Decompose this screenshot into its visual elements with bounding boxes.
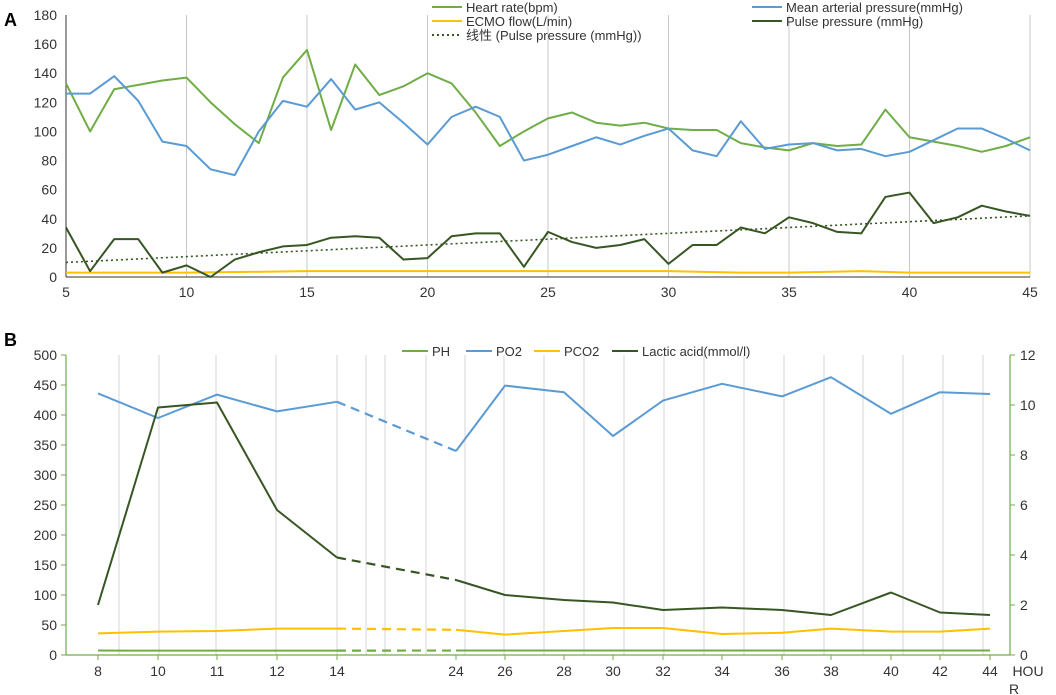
panel-b-chart: 0501001502002503003504004505000246810128… [34, 344, 1044, 695]
x-tick-label-b-30: 30 [605, 663, 621, 679]
x-tick-label-b-38: 38 [823, 663, 839, 679]
left-y-tick-label-100: 100 [34, 587, 58, 603]
x-tick-label-20: 20 [420, 284, 436, 300]
y-tick-label-20: 20 [41, 240, 57, 256]
y-tick-label-180: 180 [34, 7, 58, 23]
left-y-tick-label-400: 400 [34, 407, 58, 423]
pulse-pressure-trendline [65, 215, 1031, 264]
right-y-tick-label-12: 12 [1020, 347, 1036, 363]
legend-pulse-pressure-trend-label: 线性 (Pulse pressure (mmHg)) [466, 28, 642, 43]
y-tick-label-160: 160 [34, 36, 58, 52]
panel-a-chart: 5 10 15 20 25 30 35 40 45 0 20 40 60 80 100 120 140 160 18… [34, 0, 1038, 300]
series-line-ecmo-flow-l-min [66, 270, 1030, 274]
x-tick-label-45: 45 [1022, 284, 1038, 300]
panel-b-legend: PH PO2 PCO2 Lactic acid(mmol/l) [402, 344, 750, 359]
left-y-tick-label-200: 200 [34, 527, 58, 543]
x-tick-label-35: 35 [781, 284, 797, 300]
x-tick-label-b-14: 14 [329, 663, 345, 679]
x-tick-label-b-32: 32 [655, 663, 671, 679]
x-tick-label-30: 30 [661, 284, 677, 300]
x-tick-label-b-42: 42 [932, 663, 948, 679]
x-tick-label-b-24: 24 [448, 663, 464, 679]
panel-a-label: A [4, 10, 17, 30]
panel-a-series [65, 48, 1031, 278]
right-y-tick-label-10: 10 [1020, 397, 1036, 413]
left-y-tick-label-150: 150 [34, 557, 58, 573]
x-tick-label-b-11: 11 [210, 663, 225, 679]
x-tick-label-10: 10 [179, 284, 195, 300]
legend-heart-rate-label: Heart rate(bpm) [466, 0, 558, 15]
y-tick-label-60: 60 [41, 182, 57, 198]
x-tick-label-b-34: 34 [714, 663, 730, 679]
legend-b-lactic-acid-mmol-l-label: Lactic acid(mmol/l) [642, 344, 750, 359]
series-line-lactic-acid-mmol-l-after-gap [455, 579, 991, 616]
y-tick-label-120: 120 [34, 94, 58, 110]
x-tick-label-b-28: 28 [556, 663, 572, 679]
series-line-lactic-acid-mmol-l-before-gap [97, 401, 338, 606]
panel-b-label: B [4, 330, 17, 350]
y-tick-label-140: 140 [34, 65, 58, 81]
x-tick-label-25: 25 [540, 284, 556, 300]
x-tick-label-b-26: 26 [497, 663, 513, 679]
x-axis-title-part-1: HOU [1012, 663, 1043, 679]
left-y-tick-label-300: 300 [34, 467, 58, 483]
series-gap-po2 [336, 400, 457, 453]
x-tick-label-40: 40 [902, 284, 918, 300]
x-tick-label-5: 5 [62, 284, 70, 300]
x-tick-label-b-10: 10 [150, 663, 166, 679]
series-line-pulse-pressure-mmhg [65, 191, 1031, 278]
left-y-tick-label-50: 50 [41, 617, 57, 633]
x-axis-title-part-2: R [1009, 681, 1019, 695]
left-y-tick-label-250: 250 [34, 497, 58, 513]
left-y-tick-label-450: 450 [34, 377, 58, 393]
right-y-tick-label-2: 2 [1020, 597, 1028, 613]
x-tick-label-15: 15 [299, 284, 315, 300]
series-line-heart-rate-bpm [65, 48, 1031, 153]
legend-mean-arterial-pressure-label: Mean arterial pressure(mmHg) [786, 0, 963, 15]
y-tick-label-0: 0 [49, 269, 57, 285]
series-gap-lactic-acid-mmol-l [336, 556, 457, 582]
left-y-tick-label-350: 350 [34, 437, 58, 453]
x-tick-label-b-36: 36 [774, 663, 790, 679]
panel-b-axes: 0501001502002503003504004505000246810128… [34, 347, 1044, 695]
right-y-tick-label-0: 0 [1020, 647, 1028, 663]
panel-a-legend: Heart rate(bpm) Mean arterial pressure(mm… [432, 0, 963, 43]
legend-ecmo-flow-label: ECMO flow(L/min) [466, 14, 572, 29]
legend-b-ph-label: PH [432, 344, 450, 359]
series-line-pco2-after-gap [455, 627, 991, 636]
panel-b-gridlines [118, 355, 984, 655]
y-tick-label-40: 40 [41, 211, 57, 227]
x-tick-label-b-8: 8 [94, 663, 102, 679]
left-y-tick-label-0: 0 [49, 647, 57, 663]
x-tick-label-b-44: 44 [982, 663, 998, 679]
y-tick-label-80: 80 [41, 153, 57, 169]
right-y-tick-label-8: 8 [1020, 447, 1028, 463]
panel-a-axes: 5 10 15 20 25 30 35 40 45 0 20 40 60 80 100 120 140 160 18… [34, 7, 1038, 300]
legend-b-pco2-label: PCO2 [564, 344, 599, 359]
legend-pulse-pressure-label: Pulse pressure (mmHg) [786, 14, 923, 29]
x-tick-label-b-40: 40 [883, 663, 899, 679]
y-tick-label-100: 100 [34, 123, 58, 139]
right-y-tick-label-6: 6 [1020, 497, 1028, 513]
panel-a-gridlines [186, 15, 1031, 277]
series-line-po2-before-gap [97, 392, 338, 419]
series-line-mean-arterial-pressure-mmhg [66, 75, 1031, 177]
right-y-tick-label-4: 4 [1020, 547, 1028, 563]
left-y-tick-label-500: 500 [34, 347, 58, 363]
series-line-pco2-before-gap [97, 627, 337, 635]
legend-b-po2-label: PO2 [496, 344, 522, 359]
panel-b-series [97, 376, 991, 652]
series-line-po2-after-gap [455, 376, 991, 452]
x-tick-label-b-12: 12 [269, 663, 285, 679]
series-gap-pco2 [336, 627, 457, 631]
